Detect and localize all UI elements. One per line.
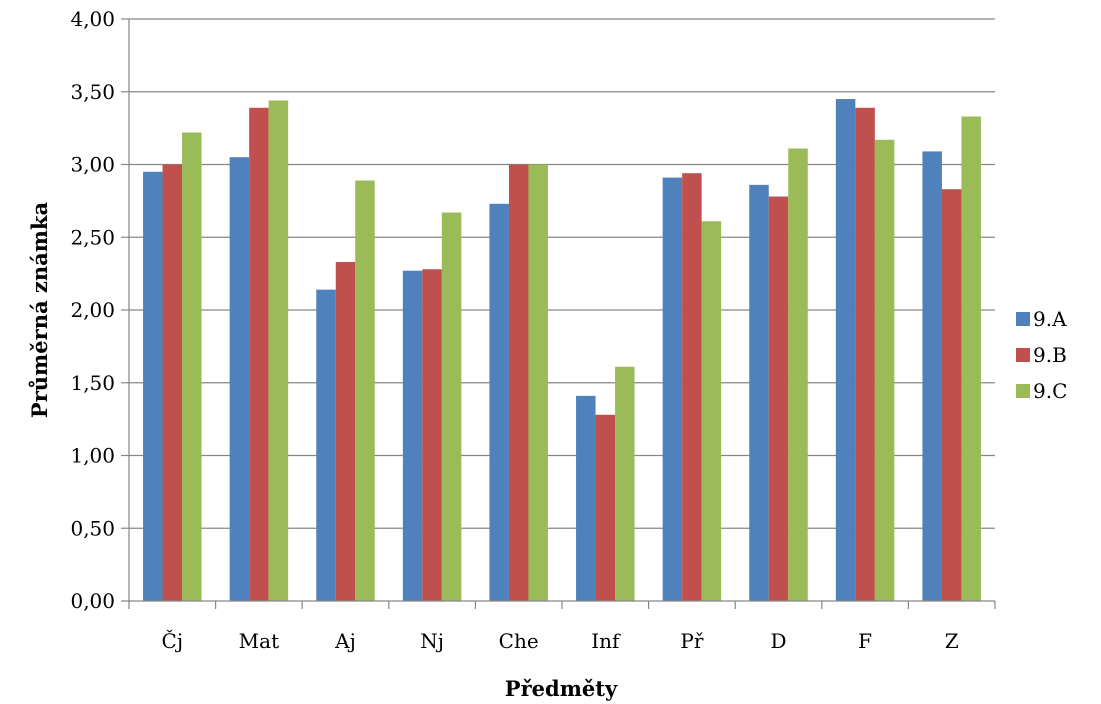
bar-9.C-Inf <box>615 366 635 601</box>
y-tick-labels: 0,00 0,50 1,00 1,50 2,00 2,50 3,00 3,50 4,00 <box>70 7 115 613</box>
bar-9.C-D <box>788 148 808 601</box>
legend-swatch-9.A <box>1016 312 1030 326</box>
bar-9.B-F <box>855 107 875 601</box>
x-axis <box>128 19 996 609</box>
legend-label-9.B: 9.B <box>1033 343 1067 367</box>
bar-9.A-Čj <box>143 171 163 601</box>
bar-9.A-Inf <box>576 395 596 601</box>
bar-9.B-Mat <box>249 107 269 601</box>
x-tick-label: Z <box>945 629 959 653</box>
bars <box>143 99 981 602</box>
bar-9.B-Che <box>508 164 529 601</box>
y-tick-label: 1,00 <box>70 444 115 468</box>
bar-9.A-Z <box>922 151 942 601</box>
x-tick-label: Inf <box>591 629 621 653</box>
bar-9.C-Nj <box>441 212 462 601</box>
x-tick-label: D <box>770 629 786 653</box>
legend: 9.A 9.B 9.C <box>1016 307 1067 403</box>
bar-9.A-Aj <box>316 289 336 601</box>
x-tick-label: F <box>858 629 872 653</box>
y-tick-label: 2,50 <box>70 225 115 249</box>
y-tick-label: 4,00 <box>70 7 115 31</box>
bar-9.B-Z <box>941 189 962 602</box>
y-tick-label: 0,00 <box>70 589 115 613</box>
bar-9.A-F <box>835 99 856 602</box>
bar-9.A-Che <box>489 203 509 601</box>
x-tick-label: Př <box>680 629 703 653</box>
x-tick-label: Aj <box>334 629 356 653</box>
x-category-labels: Čj Mat Aj Nj Che Inf Př D F Z <box>162 628 959 653</box>
x-tick-label: Che <box>499 629 539 653</box>
bar-9.C-Mat <box>268 100 289 601</box>
bar-9.B-Aj <box>335 261 356 601</box>
bar-9.B-Nj <box>422 269 442 601</box>
y-tick-label: 2,00 <box>70 298 115 322</box>
y-tick-label: 1,50 <box>70 371 115 395</box>
y-tick-label: 3,00 <box>70 153 115 177</box>
y-axis-title: Průměrná známka <box>27 202 52 419</box>
bar-9.B-Př <box>682 173 702 602</box>
x-tick-label: Mat <box>239 629 279 653</box>
legend-swatch-9.C <box>1016 384 1030 398</box>
bar-9.C-Z <box>961 116 981 602</box>
x-axis-title: Předměty <box>505 676 618 701</box>
bar-9.B-D <box>768 196 789 601</box>
bar-9.A-D <box>749 184 769 601</box>
bar-9.C-Čj <box>182 132 202 602</box>
bar-9.C-Che <box>528 164 548 601</box>
x-tick-label: Nj <box>420 629 444 653</box>
bar-9.C-Aj <box>355 180 375 601</box>
legend-swatch-9.B <box>1016 348 1030 362</box>
legend-label-9.A: 9.A <box>1033 307 1067 331</box>
bar-9.B-Inf <box>595 414 616 601</box>
bar-9.C-F <box>874 139 895 601</box>
legend-label-9.C: 9.C <box>1033 379 1067 403</box>
bar-9.B-Čj <box>162 164 183 601</box>
x-tick-label: Čj <box>162 628 184 653</box>
bar-9.A-Nj <box>402 270 423 601</box>
y-tick-label: 0,50 <box>70 516 115 540</box>
bar-9.C-Př <box>701 221 722 601</box>
bar-9.A-Mat <box>229 157 250 601</box>
bar-9.A-Př <box>662 177 683 601</box>
y-tick-label: 3,50 <box>70 80 115 104</box>
